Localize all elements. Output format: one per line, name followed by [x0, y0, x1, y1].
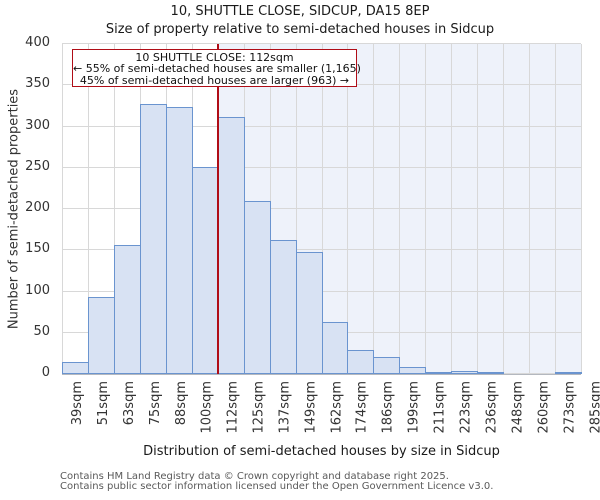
- y-tick-label: 250: [25, 159, 50, 174]
- x-tick-label: 248sqm: [511, 381, 526, 434]
- histogram-bar: [296, 252, 323, 374]
- histogram-bar: [373, 357, 400, 374]
- x-tick-label: 112sqm: [226, 381, 241, 434]
- x-axis-label: Distribution of semi-detached houses by …: [143, 444, 500, 459]
- annotation-line-3: 45% of semi-detached houses are larger (…: [79, 74, 350, 88]
- x-tick-label: 63sqm: [122, 381, 137, 426]
- x-tick-label: 75sqm: [148, 381, 163, 426]
- gridline-vertical: [373, 44, 374, 374]
- gridline-vertical: [62, 44, 63, 374]
- gridline-vertical: [399, 44, 400, 374]
- x-axis-line: [62, 373, 581, 375]
- annotation-line-1: 10 SHUTTLE CLOSE: 112sqm: [135, 50, 294, 64]
- property-size-marker-line: [217, 44, 219, 374]
- y-tick-label: 400: [25, 35, 50, 50]
- gridline-horizontal: [62, 208, 581, 209]
- gridline-horizontal: [62, 126, 581, 127]
- gridline-vertical: [451, 44, 452, 374]
- chart-subtitle: Size of property relative to semi-detach…: [105, 22, 495, 37]
- histogram-bar: [244, 201, 271, 374]
- annotation-line-2: ← 55% of semi-detached houses are smalle…: [73, 62, 361, 76]
- x-tick-label: 39sqm: [70, 381, 85, 426]
- x-tick-label: 51sqm: [96, 381, 111, 426]
- histogram-bar: [270, 240, 297, 374]
- x-tick-label: 162sqm: [330, 381, 345, 434]
- histogram-bar: [140, 104, 167, 374]
- histogram-bar: [192, 167, 219, 374]
- histogram-bar: [477, 372, 504, 374]
- histogram-bar: [114, 245, 141, 374]
- gridline-vertical: [114, 44, 115, 374]
- x-tick-label: 137sqm: [278, 381, 293, 434]
- y-axis-label: Number of semi-detached properties: [6, 88, 22, 330]
- histogram-bar: [347, 350, 374, 374]
- gridline-vertical: [529, 44, 530, 374]
- gridline-horizontal: [62, 43, 581, 44]
- gridline-horizontal: [62, 249, 581, 250]
- footer-attribution-line-2: Contains public sector information licen…: [60, 481, 494, 492]
- y-tick-label: 0: [41, 365, 50, 380]
- x-tick-label: 88sqm: [174, 381, 189, 426]
- histogram-bar: [166, 107, 193, 374]
- y-tick-label: 300: [25, 118, 50, 133]
- x-tick-label: 273sqm: [563, 381, 578, 434]
- y-tick-label: 50: [33, 324, 50, 339]
- histogram-bar: [425, 372, 452, 374]
- y-tick-label: 150: [25, 241, 50, 256]
- y-tick-label: 100: [25, 283, 50, 298]
- x-tick-label: 236sqm: [485, 381, 500, 434]
- histogram-bar: [88, 297, 115, 374]
- x-tick-label: 100sqm: [200, 381, 215, 434]
- x-tick-label: 174sqm: [355, 381, 370, 434]
- y-tick-label: 200: [25, 200, 50, 215]
- x-tick-label: 260sqm: [537, 381, 552, 434]
- histogram-bar: [218, 117, 245, 374]
- x-tick-label: 199sqm: [407, 381, 422, 434]
- histogram-bar: [62, 362, 89, 374]
- x-tick-label: 211sqm: [433, 381, 448, 434]
- gridline-horizontal: [62, 167, 581, 168]
- histogram-bar: [322, 322, 348, 374]
- gridline-vertical: [347, 44, 348, 374]
- x-tick-label: 285sqm: [589, 381, 600, 434]
- footer-attribution-line-1: Contains HM Land Registry data © Crown c…: [60, 471, 449, 482]
- x-tick-label: 125sqm: [252, 381, 267, 434]
- histogram-bar: [451, 371, 478, 374]
- y-tick-label: 350: [25, 76, 50, 91]
- plot-area: [62, 43, 582, 375]
- gridline-vertical: [322, 44, 323, 374]
- annotation-box: 10 SHUTTLE CLOSE: 112sqm ← 55% of semi-d…: [72, 49, 361, 88]
- chart-title: 10, SHUTTLE CLOSE, SIDCUP, DA15 8EP: [170, 4, 430, 19]
- x-tick-label: 149sqm: [304, 381, 319, 434]
- gridline-vertical: [477, 44, 478, 374]
- histogram-bar: [555, 372, 582, 374]
- gridline-vertical: [88, 44, 89, 374]
- gridline-vertical: [296, 44, 297, 374]
- gridline-vertical: [425, 44, 426, 374]
- gridline-vertical: [503, 44, 504, 374]
- gridline-vertical: [581, 44, 582, 374]
- gridline-vertical: [555, 44, 556, 374]
- x-tick-label: 186sqm: [381, 381, 396, 434]
- x-tick-label: 223sqm: [459, 381, 474, 434]
- histogram-bar: [399, 367, 426, 374]
